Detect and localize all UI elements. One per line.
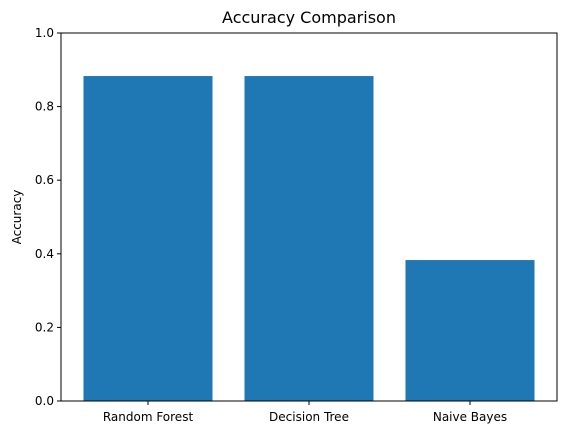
bar-decision-tree bbox=[245, 76, 374, 401]
y-axis-label: Accuracy bbox=[10, 190, 24, 245]
y-tick-label: 0.6 bbox=[35, 173, 54, 187]
y-tick-label: 0.8 bbox=[35, 100, 54, 114]
bar-naive-bayes bbox=[406, 260, 535, 401]
y-tick-label: 0.0 bbox=[35, 394, 54, 408]
y-tick-label: 1.0 bbox=[35, 26, 54, 40]
y-tick-label: 0.2 bbox=[35, 320, 54, 334]
chart-title: Accuracy Comparison bbox=[222, 8, 396, 27]
y-tick-label: 0.4 bbox=[35, 247, 54, 261]
x-tick-label: Decision Tree bbox=[269, 410, 349, 424]
x-tick-label: Naive Bayes bbox=[433, 410, 507, 424]
x-tick-label: Random Forest bbox=[103, 410, 194, 424]
bar-random-forest bbox=[84, 76, 213, 401]
